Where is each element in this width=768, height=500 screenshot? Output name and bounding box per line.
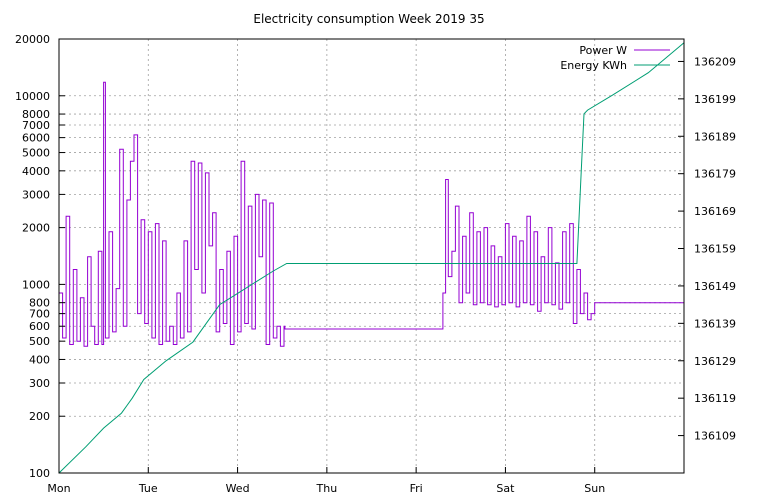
x-tick-label: Tue: [138, 482, 158, 495]
series-line-energy-kwh: [58, 42, 685, 474]
y-right-tick-label: 136159: [694, 243, 736, 256]
legend: Power W Energy KWh: [560, 44, 670, 72]
y-left-tick-label: 20000: [15, 33, 50, 46]
y-left-tick-label: 7000: [22, 119, 50, 132]
y-left-tick-label: 6000: [22, 132, 50, 145]
y-right-tick-label: 136139: [694, 317, 736, 330]
y-left-tick-label: 600: [29, 320, 50, 333]
chart-title: Electricity consumption Week 2019 35: [253, 12, 484, 26]
legend-label-energy-kwh: Energy KWh: [560, 59, 627, 72]
x-tick-label: Thu: [316, 482, 338, 495]
legend-label-power-w: Power W: [579, 44, 627, 57]
y-left-tick-label: 500: [29, 335, 50, 348]
x-tick-label: Sun: [584, 482, 605, 495]
x-tick-label: Wed: [226, 482, 250, 495]
y-right-tick-label: 136179: [694, 168, 736, 181]
y-left-tick-label: 300: [29, 377, 50, 390]
y-right-tick-label: 136189: [694, 130, 736, 143]
y-left-tick-label: 200: [29, 410, 50, 423]
y-left-tick-label: 8000: [22, 108, 50, 121]
y-left-tick-label: 10000: [15, 90, 50, 103]
y-left-tick-label: 700: [29, 308, 50, 321]
y-right-tick-label: 136199: [694, 93, 736, 106]
y-right-tick-label: 136209: [694, 55, 736, 68]
y-left-tick-label: 400: [29, 353, 50, 366]
x-tick-label: Mon: [47, 482, 70, 495]
x-tick-label: Fri: [410, 482, 423, 495]
plot-frame: [58, 38, 685, 474]
y-right-tick-label: 136129: [694, 355, 736, 368]
y-left-tick-label: 3000: [22, 188, 50, 201]
y-right-tick-label: 136149: [694, 280, 736, 293]
series-line-power-w: [59, 81, 684, 347]
y-right-tick-label: 136109: [694, 430, 736, 443]
y-right-tick-label: 136169: [694, 205, 736, 218]
y-left-tick-label: 5000: [22, 147, 50, 160]
x-tick-label: Sat: [496, 482, 515, 495]
y-left-tick-label: 800: [29, 297, 50, 310]
series-layer: [58, 42, 685, 474]
y-right-tick-label: 136119: [694, 392, 736, 405]
y-left-tick-label: 4000: [22, 165, 50, 178]
y-left-tick-label: 2000: [22, 222, 50, 235]
y-left-tick-label: 100: [29, 467, 50, 480]
y-left-tick-label: 1000: [22, 278, 50, 291]
